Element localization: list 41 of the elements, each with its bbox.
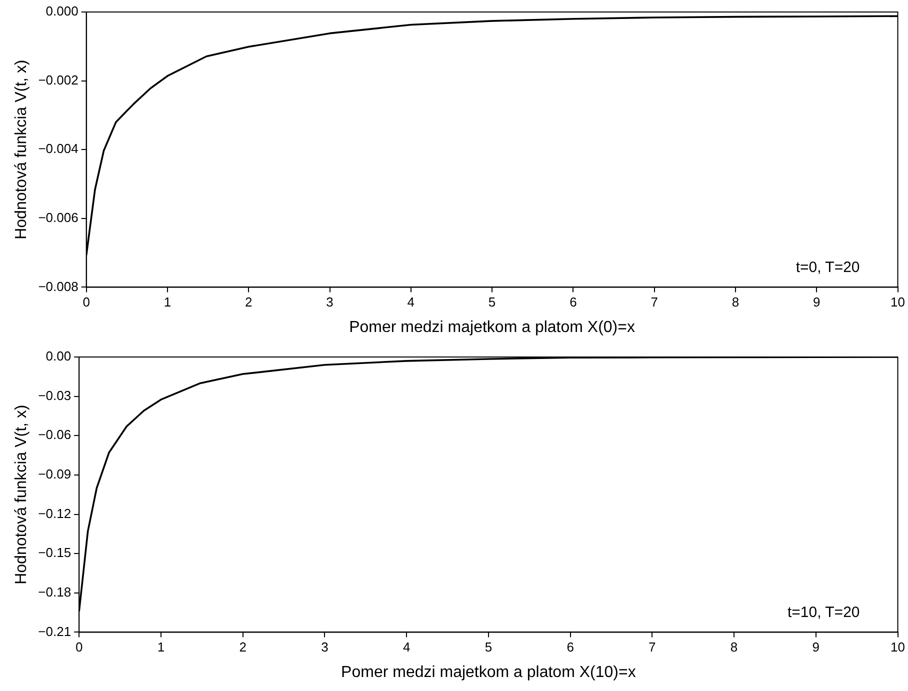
x-tick-label: 4: [407, 294, 415, 310]
x-tick-label: 9: [813, 294, 820, 310]
y-tick-label: −0.03: [38, 388, 72, 403]
x-tick-label: 3: [321, 640, 328, 655]
y-tick-label: −0.12: [38, 506, 72, 521]
x-tick-label: 6: [566, 640, 574, 655]
y-tick-label: −0.06: [38, 427, 72, 442]
y-axis-title: Hodnotová funkcia V(t, x): [13, 404, 30, 584]
y-tick-label: −0.18: [38, 584, 72, 600]
x-tick-label: 6: [570, 294, 577, 310]
x-tick-label: 3: [326, 294, 334, 310]
annotation: t=10, T=20: [787, 604, 860, 621]
annotation: t=0, T=20: [796, 258, 860, 276]
x-tick-label: 9: [812, 640, 820, 655]
y-tick-label: 0.00: [46, 348, 72, 364]
x-axis-title: Pomer medzi majetkom a platom X(10)=x: [341, 664, 636, 681]
x-tick-label: 4: [402, 640, 410, 655]
x-tick-label: 7: [648, 640, 656, 655]
y-tick-label: −0.21: [38, 624, 72, 639]
y-tick-label: −0.002: [38, 72, 78, 88]
x-tick-label: 10: [890, 640, 906, 655]
x-tick-label: 5: [484, 640, 492, 655]
y-tick-label: 0.000: [46, 4, 78, 19]
x-tick-label: 1: [164, 294, 172, 310]
x-tick-label: 2: [239, 640, 246, 655]
y-tick-label: −0.006: [38, 210, 78, 225]
x-tick-label: 2: [244, 294, 252, 310]
x-tick-label: 10: [890, 294, 906, 310]
y-tick-label: −0.09: [38, 466, 72, 482]
x-tick-label: 8: [730, 640, 738, 655]
x-tick-label: 7: [650, 294, 658, 310]
x-axis-title: Pomer medzi majetkom a platom X(0)=x: [349, 318, 635, 336]
x-tick-label: 0: [82, 294, 90, 310]
x-tick-label: 8: [732, 294, 740, 310]
y-tick-label: −0.008: [38, 278, 78, 294]
x-tick-label: 1: [157, 640, 165, 655]
y-axis-title: Hodnotová funkcia V(t, x): [13, 60, 30, 240]
x-tick-label: 5: [488, 294, 496, 310]
y-tick-label: −0.15: [38, 545, 72, 560]
y-tick-label: −0.004: [38, 141, 78, 156]
x-tick-label: 0: [75, 640, 83, 655]
